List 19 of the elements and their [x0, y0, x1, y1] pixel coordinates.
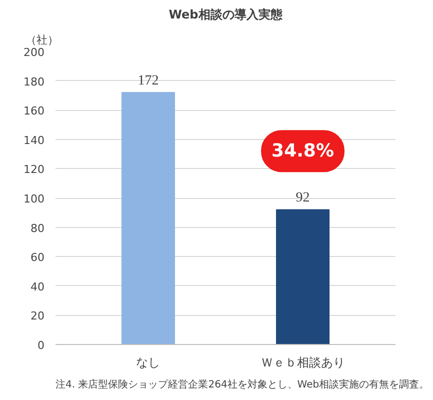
x-tick-label: なし — [136, 356, 160, 370]
y-tick-label: 40 — [30, 280, 45, 294]
data-label: 172 — [138, 74, 159, 89]
y-tick-label: 80 — [30, 222, 45, 235]
chart-title: Web相談の導入実態 — [168, 8, 284, 22]
y-tick-label: 100 — [24, 192, 45, 206]
y-tick-label: 160 — [24, 104, 45, 118]
y-tick-label: 120 — [24, 163, 45, 176]
y-axis-title: （社） — [26, 34, 58, 46]
x-tick-label: Ｗｅｂ相談あり — [260, 356, 345, 370]
y-tick-label: 140 — [24, 134, 45, 147]
text: 注4. 来店型保険ショップ経営企業264社を対象とし、Web相談実施の有無を調査。 — [56, 378, 430, 390]
y-tick-label: 60 — [30, 251, 45, 264]
data-label: 92 — [296, 190, 310, 206]
y-tick-label: 200 — [24, 46, 45, 59]
y-tick-label: 180 — [24, 75, 45, 88]
annotation: 34.8% — [272, 140, 334, 162]
y-tick-label: 0 — [38, 339, 44, 352]
y-tick-label: 20 — [30, 310, 45, 323]
